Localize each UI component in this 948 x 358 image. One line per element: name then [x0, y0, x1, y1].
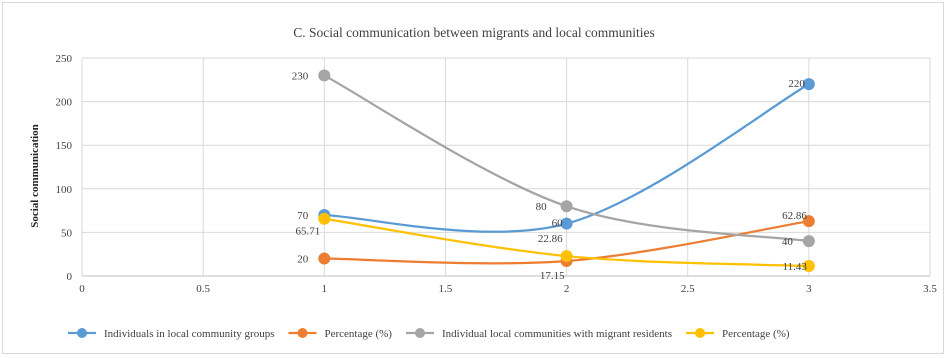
y-tick-label: 200: [56, 97, 73, 109]
x-tick-label: 3: [806, 283, 812, 295]
data-point: [802, 215, 815, 228]
legend-item: Percentage (%): [686, 328, 790, 340]
x-tick-label: 3.5: [923, 283, 937, 295]
x-tick-label: 0.5: [196, 283, 210, 295]
data-label: 80: [536, 201, 548, 213]
legend-marker: [695, 328, 706, 338]
x-tick-label: 1: [322, 283, 328, 295]
data-label: 17.15: [540, 270, 565, 282]
data-label: 62.86: [782, 210, 807, 222]
legend-item: Individuals in local community groups: [68, 328, 274, 340]
y-tick-label: 150: [56, 140, 73, 152]
data-point: [802, 78, 815, 91]
data-point: [802, 260, 815, 273]
x-tick-label: 2.5: [681, 283, 695, 295]
data-point: [560, 250, 573, 263]
y-tick-label: 100: [56, 184, 73, 196]
data-point: [802, 235, 815, 248]
legend-item: Individual local communities with migran…: [405, 328, 672, 340]
legend-item: Percentage (%): [288, 328, 392, 340]
data-labels-layer: 70 60 220 20 17.15 62.86 230 80 40 65.71 22.86 11.4…: [292, 70, 808, 282]
x-tick-label: 2: [564, 283, 570, 295]
ticks-layer: 0 50 100 150 200 250 0 0.5 1 1.5 2 2.5 3 3.5: [56, 53, 938, 295]
data-point: [560, 217, 573, 230]
legend-label: Individual local communities with migran…: [442, 328, 672, 340]
legend-marker: [77, 328, 87, 338]
grid-layer: [81, 57, 931, 277]
y-tick-label: 50: [61, 227, 73, 239]
x-tick-label: 1.5: [439, 283, 453, 295]
data-label: 22.86: [538, 233, 563, 245]
data-label: 11.43: [783, 261, 808, 273]
data-label: 70: [297, 210, 309, 222]
data-point: [318, 252, 331, 265]
legend-marker: [297, 328, 308, 338]
data-label: 40: [782, 236, 794, 248]
points-layer: [318, 69, 815, 273]
y-tick-label: 250: [56, 53, 73, 65]
data-label: 60: [552, 218, 564, 230]
legend-label: Individuals in local community groups: [104, 328, 274, 340]
legend-label: Percentage (%): [722, 328, 790, 340]
legend: Individuals in local community groups Per…: [68, 328, 790, 340]
data-label: 65.71: [296, 226, 321, 238]
chart-title: C. Social communication between migrants…: [293, 25, 654, 40]
data-label: 230: [292, 70, 309, 82]
data-point: [318, 212, 331, 225]
data-point: [318, 69, 331, 82]
legend-marker: [414, 328, 425, 338]
data-point: [560, 200, 573, 213]
data-label: 220: [788, 78, 805, 90]
data-label: 20: [297, 254, 309, 266]
chart-frame: [2, 2, 944, 354]
legend-label: Percentage (%): [324, 328, 392, 340]
y-tick-label: 0: [67, 271, 73, 283]
x-tick-label: 0: [79, 283, 85, 295]
y-axis-label: Social communication: [29, 124, 41, 228]
